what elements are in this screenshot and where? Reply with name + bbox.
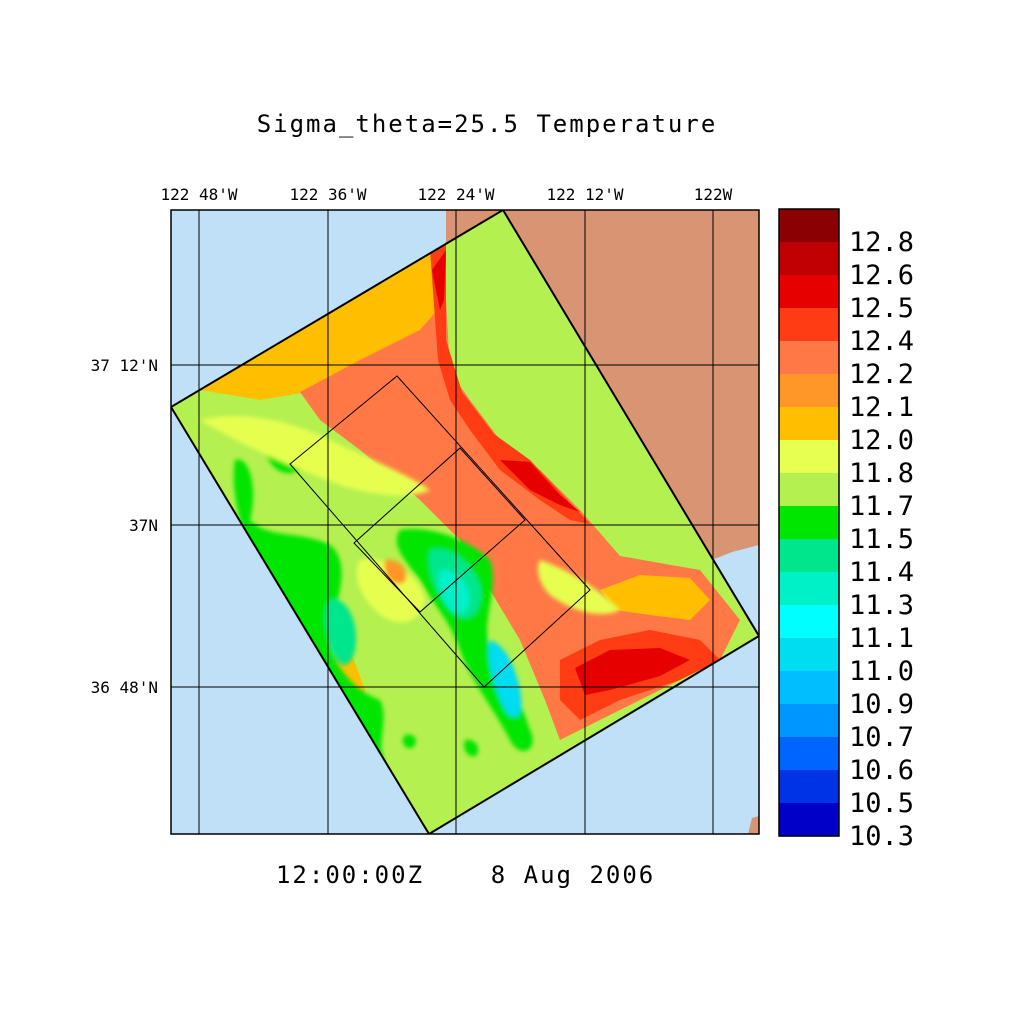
- latitude-tick-labels: 37 12'N 37N 36 48'N: [91, 356, 158, 697]
- filament-aqua-south: [488, 640, 522, 718]
- colorbar-swatch: [779, 770, 839, 804]
- colorbar-label: 11.8: [849, 458, 914, 489]
- colorbar-swatch: [779, 473, 839, 507]
- colorbar-swatch: [779, 671, 839, 705]
- colorbar-label: 10.9: [849, 689, 914, 720]
- filament-cyan-mid: [438, 569, 470, 614]
- colorbar-swatch: [779, 737, 839, 771]
- colorbar-label: 12.4: [849, 326, 914, 357]
- graticule: [171, 210, 759, 834]
- longitude-tick-labels: 122 48'W 122 36'W 122 24'W 122 12'W 122W: [160, 185, 732, 204]
- land-fringe-south: [748, 816, 759, 834]
- colorbar-label: 11.1: [849, 623, 914, 654]
- lon-tick-label: 122 36'W: [289, 185, 366, 204]
- colorbar-swatch: [779, 638, 839, 672]
- colorbar-label: 11.5: [849, 524, 914, 555]
- filament-yellow-south: [538, 560, 620, 615]
- colorbar-swatch: [779, 440, 839, 474]
- filament-green-south: [464, 739, 479, 757]
- lon-tick-label: 122W: [694, 185, 733, 204]
- colorbar-label: 10.3: [849, 821, 914, 852]
- domain-boundary: [171, 210, 759, 834]
- colorbar-label: 11.4: [849, 557, 914, 588]
- timestamp-date: 8 Aug 2006: [491, 861, 656, 889]
- filament-yellow-mid: [356, 559, 425, 623]
- colorbar-label: 12.2: [849, 359, 914, 390]
- colorbar-swatch: [779, 704, 839, 738]
- field-hottest-coast: [432, 250, 446, 310]
- colorbar-swatch: [779, 572, 839, 606]
- colorbar-label: 12.1: [849, 392, 914, 423]
- lat-tick-label: 37 12'N: [91, 356, 158, 375]
- field-warm-nearshore: [300, 300, 740, 740]
- lat-tick-label: 37N: [129, 516, 158, 535]
- colorbar-swatch: [779, 539, 839, 573]
- colorbar-swatch: [779, 209, 839, 243]
- lon-tick-label: 122 48'W: [160, 185, 237, 204]
- filament-aqua-west: [325, 599, 356, 665]
- colorbar-label: 12.0: [849, 425, 914, 456]
- subdomain-outline-inner: [353, 447, 526, 613]
- colorbar-label: 11.7: [849, 491, 914, 522]
- map-title: Sigma_theta=25.5 Temperature: [257, 110, 718, 138]
- colorbar-swatch: [779, 242, 839, 276]
- colorbar-labels: 12.812.612.512.412.212.112.011.811.711.5…: [849, 227, 914, 852]
- map-panel: [171, 210, 759, 834]
- colorbar-swatch: [779, 308, 839, 342]
- colorbar: 12.812.612.512.412.212.112.011.811.711.5…: [778, 208, 914, 852]
- field-hottest-coast-south: [500, 460, 580, 512]
- colorbar-label: 11.3: [849, 590, 914, 621]
- colorbar-frame: [778, 208, 840, 837]
- lat-tick-label: 36 48'N: [91, 678, 158, 697]
- colorbar-label: 10.6: [849, 755, 914, 786]
- filament-yellow-band: [200, 416, 430, 496]
- colorbar-label: 12.5: [849, 293, 914, 324]
- colorbar-label: 12.6: [849, 260, 914, 291]
- colorbar-swatch: [779, 341, 839, 375]
- filament-warm-spot: [384, 559, 407, 584]
- lon-tick-label: 122 12'W: [546, 185, 623, 204]
- cool-filaments: [200, 416, 620, 760]
- colorbar-label: 10.7: [849, 722, 914, 753]
- field-south-core: [575, 648, 690, 695]
- colorbar-label: 12.8: [849, 227, 914, 258]
- colorbar-swatch: [779, 605, 839, 639]
- colorbar-swatch: [779, 506, 839, 540]
- colorbar-swatch: [779, 374, 839, 408]
- timestamp-time: 12:00:00Z: [276, 861, 424, 889]
- filament-green-west: [233, 459, 385, 760]
- colorbar-label: 10.5: [849, 788, 914, 819]
- lon-tick-label: 122 24'W: [417, 185, 494, 204]
- subdomain-outline-outer: [289, 375, 591, 688]
- colorbar-label: 11.0: [849, 656, 914, 687]
- map-frame: [170, 209, 760, 835]
- colorbar-swatch: [779, 803, 839, 837]
- colorbar-swatch: [779, 407, 839, 441]
- colorbar-swatch: [779, 275, 839, 309]
- field-east-warm: [600, 575, 710, 620]
- colorbar-swatches: [779, 209, 839, 837]
- filament-green-spot: [402, 734, 416, 749]
